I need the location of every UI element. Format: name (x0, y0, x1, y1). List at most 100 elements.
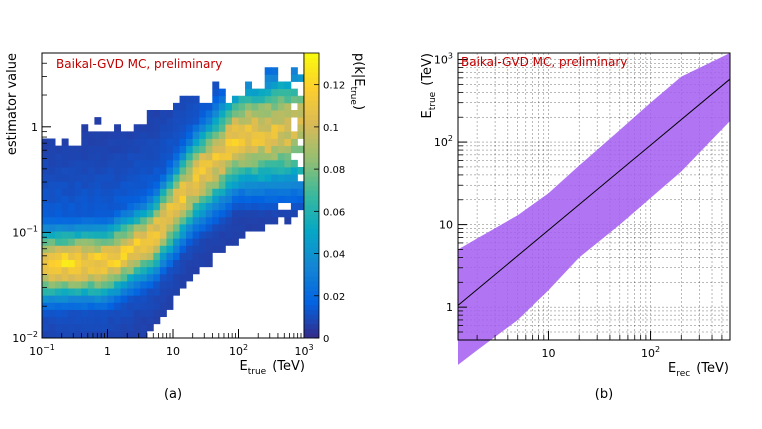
panel-b-frame (457, 52, 731, 341)
heatmap-cell (159, 238, 167, 246)
heatmap-cell (290, 74, 298, 82)
heatmap-cell (173, 124, 180, 132)
heatmap-cell (81, 309, 89, 318)
heatmap-cell (238, 145, 246, 154)
heatmap-cell (166, 167, 174, 175)
heatmap-cell (81, 273, 89, 282)
heatmap-cell (94, 330, 102, 339)
heatmap-cell (100, 323, 108, 332)
heatmap-cell (107, 195, 115, 204)
colorbar-swatch (304, 72, 319, 78)
heatmap-cell (114, 138, 121, 147)
heatmap-cell (238, 188, 246, 196)
heatmap-cell (290, 67, 298, 75)
heatmap-cell (100, 209, 108, 218)
heatmap-cell (146, 174, 154, 182)
heatmap-cell (231, 238, 239, 246)
heatmap-cell (81, 216, 89, 225)
heatmap-cell (61, 152, 69, 161)
heatmap-cell (173, 159, 180, 168)
heatmap-cell (218, 124, 226, 132)
heatmap-cell (120, 209, 128, 218)
heatmap-cell (212, 167, 220, 175)
heatmap-cell (173, 273, 180, 282)
heatmap-cell (87, 231, 95, 239)
colorbar-swatch (304, 200, 319, 206)
heatmap-cell (225, 224, 233, 232)
heatmap-cell (264, 110, 272, 118)
colorbar-tick-label: 0.02 (323, 292, 345, 303)
colorbar-swatch (304, 257, 319, 263)
heatmap-cell (100, 295, 108, 303)
heatmap-cell (264, 159, 272, 168)
heatmap-cell (277, 174, 285, 182)
heatmap-cell (133, 231, 141, 239)
heatmap-cell (231, 224, 239, 232)
heatmap-cell (61, 309, 69, 318)
heatmap-cell (61, 316, 69, 325)
heatmap-cell (153, 117, 161, 125)
heatmap-cell (153, 252, 161, 261)
heatmap-cell (140, 174, 148, 182)
heatmap-cell (186, 181, 194, 189)
heatmap-cell (140, 195, 148, 204)
heatmap-cell (140, 138, 148, 147)
y-tick-label: 102 (434, 134, 453, 149)
heatmap-cell (231, 145, 239, 154)
heatmap-cell (120, 245, 128, 253)
panel-a-label: Baikal-GVD MC, preliminary (56, 57, 222, 71)
heatmap-cell (74, 245, 82, 253)
heatmap-cell (212, 174, 220, 182)
heatmap-cell (205, 131, 213, 139)
colorbar-tick-label: 0 (323, 334, 329, 345)
heatmap-cell (146, 159, 154, 168)
heatmap-cell (251, 167, 259, 175)
heatmap-cell (251, 95, 259, 104)
heatmap-cell (87, 209, 95, 218)
heatmap-cell (225, 195, 233, 204)
heatmap-cell (74, 281, 82, 289)
heatmap-cell (55, 181, 63, 189)
heatmap-cell (277, 138, 285, 147)
heatmap-cell (251, 174, 259, 182)
heatmap-cell (199, 174, 207, 182)
heatmap-cell (153, 245, 161, 253)
heatmap-cell (68, 209, 76, 218)
heatmap-cell (114, 245, 121, 253)
heatmap-cell (81, 252, 89, 261)
heatmap-cell (179, 188, 187, 196)
heatmap-cell (68, 231, 76, 239)
heatmap-cell (81, 302, 89, 310)
heatmap-cell (114, 216, 121, 225)
colorbar-swatch (304, 319, 319, 325)
heatmap-cell (133, 266, 141, 275)
heatmap-cell (290, 188, 298, 196)
heatmap-cell (264, 138, 272, 147)
heatmap-cell (173, 259, 180, 268)
heatmap-cell (290, 145, 298, 154)
heatmap-cell (140, 252, 148, 261)
heatmap-cell (140, 167, 148, 175)
heatmap-cell (192, 188, 200, 196)
heatmap-cell (159, 288, 167, 296)
heatmap-cell (218, 224, 226, 232)
heatmap-cell (192, 252, 200, 261)
heatmap-cell (153, 195, 161, 204)
heatmap-cell (61, 195, 69, 204)
heatmap-cell (186, 252, 194, 261)
heatmap-cell (199, 159, 207, 168)
heatmap-cell (205, 209, 213, 218)
heatmap-cell (81, 124, 89, 132)
heatmap-cell (42, 209, 49, 218)
heatmap-cell (245, 224, 252, 232)
heatmap-cell (140, 131, 148, 139)
heatmap-cell (179, 224, 187, 232)
heatmap-cell (61, 181, 69, 189)
heatmap-cell (74, 152, 82, 161)
heatmap-cell (159, 138, 167, 147)
heatmap-cell (179, 273, 187, 282)
heatmap-cell (159, 202, 167, 211)
heatmap-cell (173, 238, 180, 246)
heatmap-cell (74, 174, 82, 182)
panel-b-x-axis-title: Erec (TeV) (668, 361, 729, 379)
